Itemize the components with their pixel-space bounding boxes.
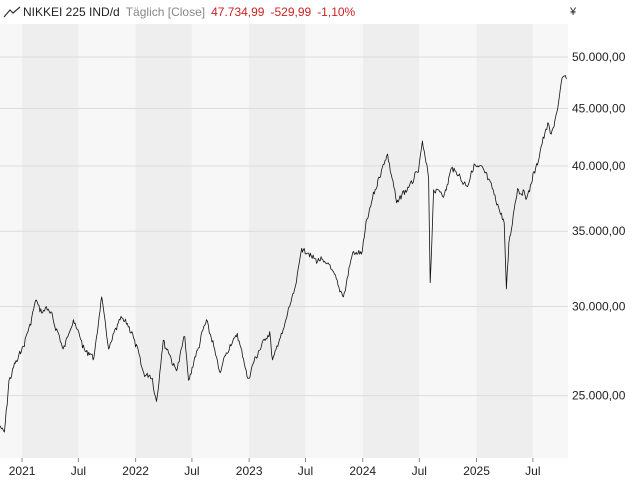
time-band: [532, 24, 568, 458]
time-band: [135, 24, 192, 458]
time-band: [78, 24, 136, 458]
x-tick-label: Jul: [412, 464, 427, 478]
y-tick-label: 40.000,00: [572, 159, 626, 173]
time-band: [305, 24, 363, 458]
chart-header: NIKKEI 225 IND/d Täglich [Close] 47.734,…: [0, 0, 568, 24]
mode-label: Täglich [Close]: [125, 5, 206, 19]
x-tick-label: 2021: [9, 464, 36, 478]
y-tick-label: 50.000,00: [572, 50, 626, 64]
x-tick-label: 2024: [349, 464, 376, 478]
symbol-label: NIKKEI 225 IND/d: [23, 5, 120, 19]
y-tick-label: 30.000,00: [572, 300, 626, 314]
x-axis: 2021 Jul 2022 Jul 2023 Jul 2024 Jul 2025 Jul: [9, 458, 541, 478]
price-change-percent: -1,10%: [317, 5, 356, 19]
time-band: [0, 24, 23, 458]
last-price: 47.734,99: [211, 5, 265, 19]
time-bands: [0, 24, 568, 458]
y-tick-label: 45.000,00: [572, 102, 626, 116]
time-band: [22, 24, 79, 458]
x-tick-label: Jul: [184, 464, 199, 478]
x-tick-label: 2022: [122, 464, 149, 478]
time-band: [191, 24, 250, 458]
price-line: [0, 75, 567, 433]
line-chart-icon: [3, 6, 21, 18]
time-band: [419, 24, 477, 458]
price-series: [0, 75, 567, 433]
gridlines: [0, 56, 568, 397]
y-axis: 25.000,00 30.000,00 35.000,00 40.000,00 45.0…: [572, 50, 626, 403]
x-tick-label: 2025: [463, 464, 490, 478]
x-tick-label: Jul: [71, 464, 86, 478]
y-tick-label: 35.000,00: [572, 224, 626, 238]
currency-label: ¥: [569, 6, 577, 18]
x-tick-label: 2023: [236, 464, 263, 478]
y-tick-label: 25.000,00: [572, 389, 626, 403]
price-change: -529,99: [270, 5, 312, 19]
time-band: [249, 24, 306, 458]
x-tick-label: Jul: [525, 464, 540, 478]
x-tick-label: Jul: [298, 464, 313, 478]
time-band: [362, 24, 420, 458]
